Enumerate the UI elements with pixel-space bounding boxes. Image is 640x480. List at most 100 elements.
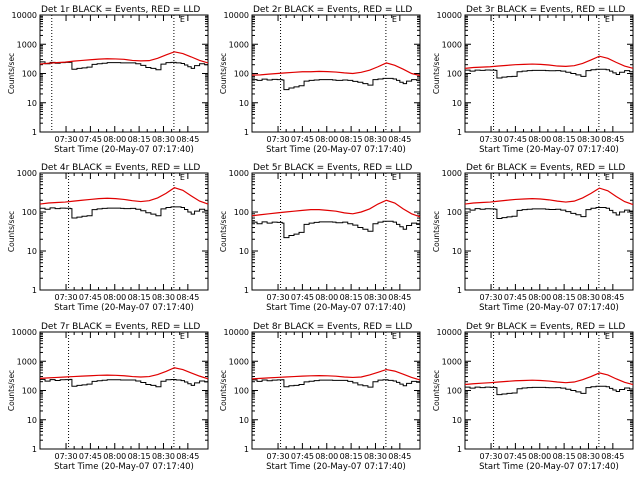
- x-tick-label: 08:30: [364, 293, 387, 302]
- chart-title: Det 8r BLACK = Events, RED = LLD: [253, 322, 412, 332]
- y-tick-label: 10: [27, 99, 37, 108]
- chart-title: Det 6r BLACK = Events, RED = LLD: [466, 163, 625, 173]
- x-tick-label: 07:30: [55, 452, 78, 461]
- chart-panel: Det 8r BLACK = Events, RED = LLD 1 10 100 10…: [219, 322, 421, 472]
- marker-tag-label: E: [180, 173, 185, 182]
- y-tick-label: 1: [457, 445, 462, 454]
- x-tick-label: 08:45: [388, 135, 411, 144]
- x-axis-label: Start Time (20-May-07 07:17:40): [479, 462, 619, 472]
- y-axis-label: Counts/sec: [7, 53, 16, 94]
- y-tick-label: 10: [239, 99, 249, 108]
- x-tick-label: 08:00: [315, 135, 338, 144]
- lld-series-line: [251, 199, 421, 218]
- marker-tag-label: E: [605, 15, 610, 24]
- marker-tag-label: E: [392, 173, 397, 182]
- y-tick-label: 100: [22, 387, 37, 396]
- plot-frame: [251, 331, 421, 450]
- events-series-line: [252, 379, 421, 388]
- plot-frame: [464, 172, 634, 291]
- x-tick-label: 07:30: [267, 293, 290, 302]
- x-tick-label: 08:00: [528, 452, 551, 461]
- plot-frame: [464, 331, 634, 450]
- x-tick-label: 08:15: [340, 135, 363, 144]
- y-tick-label: 10000: [12, 11, 37, 20]
- lld-series-line: [251, 368, 421, 381]
- lld-series-line: [39, 367, 209, 380]
- x-tick-label: 07:30: [480, 135, 503, 144]
- x-tick-label: 07:45: [79, 293, 102, 302]
- x-tick-label: 08:45: [388, 293, 411, 302]
- y-axis-label: Counts/sec: [432, 211, 441, 252]
- x-axis-label: Start Time (20-May-07 07:17:40): [54, 145, 194, 155]
- x-tick-label: 08:30: [364, 135, 387, 144]
- x-tick-label: 08:00: [103, 135, 126, 144]
- x-axis-label: Start Time (20-May-07 07:17:40): [266, 462, 406, 472]
- lld-series-line: [251, 62, 421, 77]
- marker-tag-label: E: [180, 332, 185, 341]
- lld-series-line: [464, 55, 634, 69]
- x-tick-label: 07:30: [480, 293, 503, 302]
- x-tick-label: 08:45: [601, 452, 624, 461]
- y-axis-label: Counts/sec: [219, 370, 228, 411]
- x-tick-label: 08:45: [176, 135, 199, 144]
- y-tick-label: 10: [239, 247, 249, 256]
- chart-title: Det 1r BLACK = Events, RED = LLD: [41, 5, 200, 15]
- x-tick-label: 08:45: [176, 293, 199, 302]
- y-tick-label: 10: [452, 99, 462, 108]
- events-series-line: [40, 206, 209, 219]
- x-tick-label: 07:45: [291, 135, 314, 144]
- lld-series-line: [39, 51, 209, 65]
- chart-panel: Det 2r BLACK = Events, RED = LLD 1 10 100 10…: [219, 5, 421, 155]
- plot-frame: [39, 172, 209, 291]
- x-tick-label: 08:45: [388, 452, 411, 461]
- events-series-line: [465, 385, 634, 396]
- y-tick-label: 1000: [442, 169, 462, 178]
- chart-panel: Det 6r BLACK = Events, RED = LLD 1 10 100 10…: [432, 163, 634, 313]
- chart-panel: Det 5r BLACK = Events, RED = LLD 1 10 100 10…: [219, 163, 421, 313]
- chart-title: Det 2r BLACK = Events, RED = LLD: [253, 5, 412, 15]
- plot-frame: [39, 331, 209, 450]
- x-tick-label: 07:30: [267, 452, 290, 461]
- x-tick-label: 08:30: [152, 293, 175, 302]
- y-tick-label: 1: [457, 286, 462, 295]
- marker-tag-label: E: [605, 173, 610, 182]
- x-tick-label: 08:30: [577, 135, 600, 144]
- x-tick-label: 08:30: [364, 452, 387, 461]
- marker-tag-label: E: [392, 15, 397, 24]
- x-tick-label: 08:15: [340, 452, 363, 461]
- y-tick-label: 1000: [229, 40, 249, 49]
- chart-panel: Det 4r BLACK = Events, RED = LLD 1 10 100 10…: [7, 163, 209, 313]
- y-tick-label: 10000: [224, 328, 249, 337]
- chart-panel: Det 3r BLACK = Events, RED = LLD 1 10 100 10…: [432, 5, 634, 155]
- x-tick-label: 08:45: [601, 135, 624, 144]
- chart-title: Det 5r BLACK = Events, RED = LLD: [253, 163, 412, 173]
- y-tick-label: 10: [27, 247, 37, 256]
- plot-frame: [39, 14, 209, 133]
- y-tick-label: 10: [27, 416, 37, 425]
- events-series-line: [40, 378, 209, 388]
- y-tick-label: 10000: [224, 11, 249, 20]
- x-tick-label: 08:15: [128, 135, 151, 144]
- events-series-line: [252, 220, 421, 239]
- y-tick-label: 10: [239, 416, 249, 425]
- y-axis-label: Counts/sec: [219, 211, 228, 252]
- x-tick-label: 08:45: [601, 293, 624, 302]
- y-tick-label: 1: [32, 128, 37, 137]
- x-tick-label: 08:00: [315, 293, 338, 302]
- y-tick-label: 10: [452, 247, 462, 256]
- y-tick-label: 100: [22, 208, 37, 217]
- y-tick-label: 100: [447, 208, 462, 217]
- y-tick-label: 1000: [442, 40, 462, 49]
- x-tick-label: 08:15: [128, 452, 151, 461]
- x-tick-label: 08:15: [128, 293, 151, 302]
- y-tick-label: 1: [457, 128, 462, 137]
- events-series-line: [465, 68, 634, 79]
- x-tick-label: 08:15: [553, 135, 576, 144]
- x-tick-label: 08:30: [152, 135, 175, 144]
- x-axis-label: Start Time (20-May-07 07:17:40): [54, 303, 194, 313]
- x-tick-label: 08:30: [577, 293, 600, 302]
- x-tick-label: 07:45: [291, 293, 314, 302]
- x-tick-label: 07:30: [55, 293, 78, 302]
- x-tick-label: 08:15: [340, 293, 363, 302]
- y-tick-label: 10000: [437, 328, 462, 337]
